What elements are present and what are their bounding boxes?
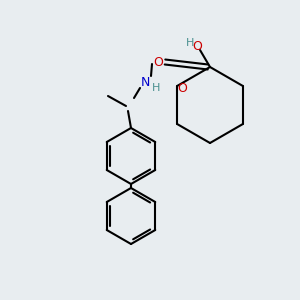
Text: H: H [186,38,194,48]
Text: H: H [152,83,160,93]
Text: O: O [177,82,187,94]
Text: O: O [192,40,202,53]
Text: O: O [153,56,163,68]
Text: N: N [140,76,150,88]
